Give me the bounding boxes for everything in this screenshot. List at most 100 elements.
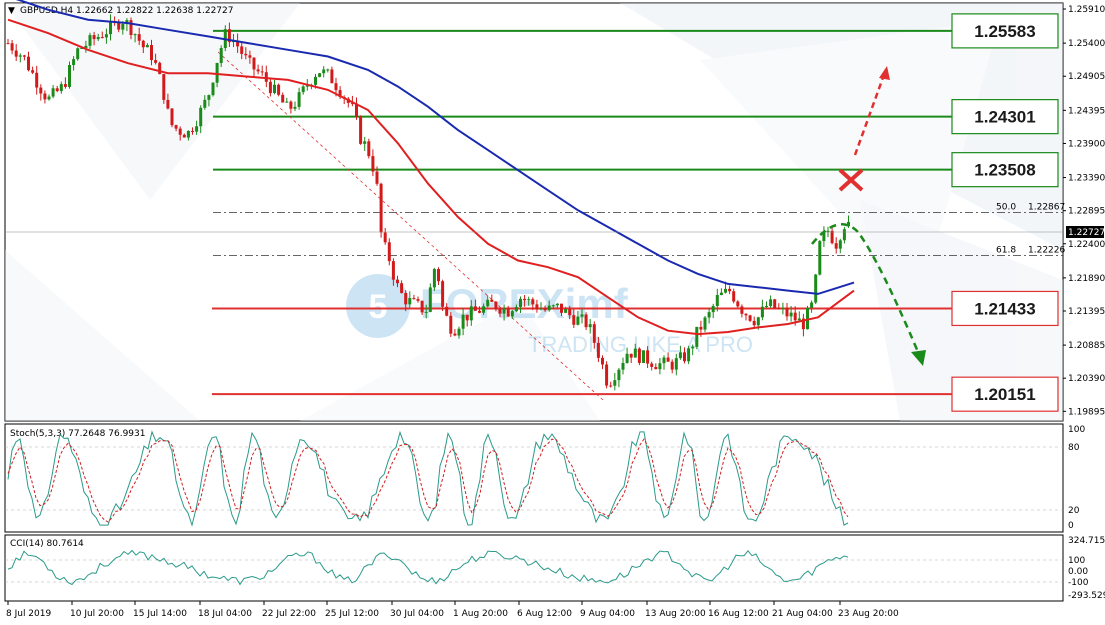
candle-body: [666, 357, 670, 362]
level-label: 1.23508: [974, 161, 1035, 180]
time-label: 16 Aug 12:00: [708, 609, 769, 619]
candle-body: [781, 307, 785, 309]
time-label: 15 Jul 14:00: [133, 609, 187, 619]
cci-axis-label: -100: [1068, 578, 1089, 588]
time-label: 9 Aug 04:00: [580, 609, 635, 619]
cci-panel: [4, 534, 1064, 602]
candle-body: [834, 243, 838, 249]
stoch-axis-label: 80: [1068, 443, 1080, 453]
cci-axis-label: 324.7155: [1068, 536, 1105, 546]
candle-body: [695, 326, 699, 347]
candle-body: [699, 326, 703, 330]
candle-body: [510, 311, 514, 317]
candle-body: [145, 45, 149, 48]
time-label: 23 Aug 20:00: [838, 609, 899, 619]
candle-body: [420, 300, 424, 313]
ma-fast-line: [7, 18, 855, 336]
candle-body: [572, 315, 576, 325]
candle-body: [84, 45, 88, 49]
fib-level-label: 50.0: [996, 203, 1016, 213]
candle-body: [629, 353, 633, 358]
candle-body: [498, 308, 502, 314]
price-label: 1.23390: [1068, 174, 1105, 184]
candle-body: [264, 72, 268, 82]
candle-body: [592, 324, 596, 343]
candle-body: [330, 69, 334, 84]
candle-body: [449, 315, 453, 334]
price-label: 1.20885: [1068, 341, 1105, 351]
candle-body: [752, 320, 756, 326]
candle-body: [830, 230, 834, 244]
candle-body: [31, 70, 35, 73]
candle-body: [633, 348, 637, 358]
candle-body: [670, 361, 674, 370]
candle-body: [773, 299, 777, 308]
candle-body: [207, 95, 211, 100]
candle-body: [162, 74, 166, 100]
candle-body: [39, 87, 43, 94]
candle-body: [437, 269, 440, 282]
candle-body: [547, 305, 551, 311]
price-label: 1.19895: [1068, 407, 1105, 417]
price-label: 1.24395: [1068, 106, 1105, 116]
level-label: 1.24301: [974, 108, 1035, 127]
candle-body: [27, 56, 30, 71]
candle-body: [514, 306, 518, 312]
stoch-signal-line: [7, 438, 849, 523]
candle-body: [121, 24, 125, 30]
candle-body: [301, 86, 305, 93]
candle-body: [268, 81, 272, 94]
candle-body: [18, 55, 22, 57]
candle-body: [72, 59, 76, 66]
stoch-panel: [4, 423, 1064, 533]
candle-body: [400, 283, 404, 293]
candle-body: [22, 55, 26, 57]
fib-level-label: 61.8: [996, 245, 1016, 255]
candle-body: [584, 314, 588, 328]
cci-axis-label: -293.529: [1068, 591, 1105, 601]
candle-body: [441, 281, 445, 307]
candle-body: [818, 241, 822, 275]
forecast-up-arrow: [853, 66, 890, 156]
level-box: [951, 376, 1059, 412]
stoch-main-line: [7, 430, 849, 527]
price-label: 1.21395: [1068, 307, 1105, 317]
candle-body: [387, 242, 391, 262]
candle-body: [236, 40, 240, 47]
candle-body: [658, 363, 662, 370]
candle-body: [256, 69, 260, 72]
candle-body: [826, 230, 830, 233]
candle-body: [338, 90, 342, 98]
price-label: 1.25910: [1068, 5, 1105, 15]
level-box: [951, 290, 1059, 327]
candle-body: [736, 301, 740, 307]
candle-body: [535, 304, 539, 310]
candle-body: [490, 299, 494, 302]
candle-body: [51, 88, 55, 97]
candle-body: [117, 21, 121, 30]
candle-body: [96, 37, 100, 40]
candle-body: [621, 362, 625, 370]
candle-body: [646, 350, 650, 364]
candle-body: [80, 48, 84, 50]
candle-body: [486, 299, 490, 307]
chevron-down-icon[interactable]: ▼: [8, 6, 15, 16]
time-label: 25 Jul 12:00: [325, 609, 379, 619]
level-labels: 1.25583 1.24301 1.23508 1.21433 1.20151: [951, 13, 1059, 412]
candle-body: [391, 261, 395, 280]
candle-body: [195, 126, 199, 132]
candle-body: [186, 130, 190, 138]
candle-body: [211, 82, 215, 96]
price-label: 1.24905: [1068, 72, 1105, 82]
candle-body: [104, 34, 108, 38]
candle-body: [806, 307, 809, 330]
level-box: [951, 99, 1059, 135]
candle-body: [350, 102, 354, 104]
cross-icon: [838, 168, 864, 192]
candle-body: [227, 29, 231, 43]
candle-body: [588, 324, 592, 328]
candle-body: [76, 48, 80, 60]
candle-body: [244, 53, 248, 56]
